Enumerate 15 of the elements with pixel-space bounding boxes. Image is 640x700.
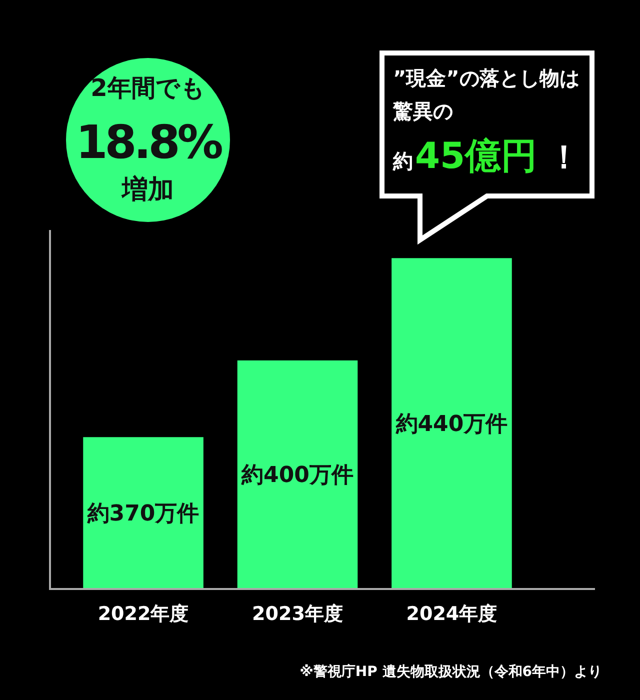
text: ！ — [548, 138, 580, 176]
text: 驚異の — [392, 99, 453, 123]
x-tick-label: 2024年度 — [406, 603, 498, 625]
text: 約 — [392, 149, 413, 173]
text: ※警視庁HP 遺失物取扱状況（令和6年中）より — [300, 663, 602, 680]
text: 45億円 — [415, 136, 538, 177]
x-tick-label: 2023年度 — [252, 603, 343, 625]
data-label: 約370万件 — [86, 502, 200, 527]
text: 2年間でも — [90, 74, 206, 102]
data-label: 約440万件 — [394, 412, 508, 438]
text: 増加 — [121, 174, 174, 205]
text: 18.8% — [76, 115, 222, 169]
x-tick-label: 2022年度 — [98, 603, 189, 625]
text: ”現金”の落とし物は — [393, 66, 580, 90]
data-label: 約400万件 — [240, 463, 354, 488]
